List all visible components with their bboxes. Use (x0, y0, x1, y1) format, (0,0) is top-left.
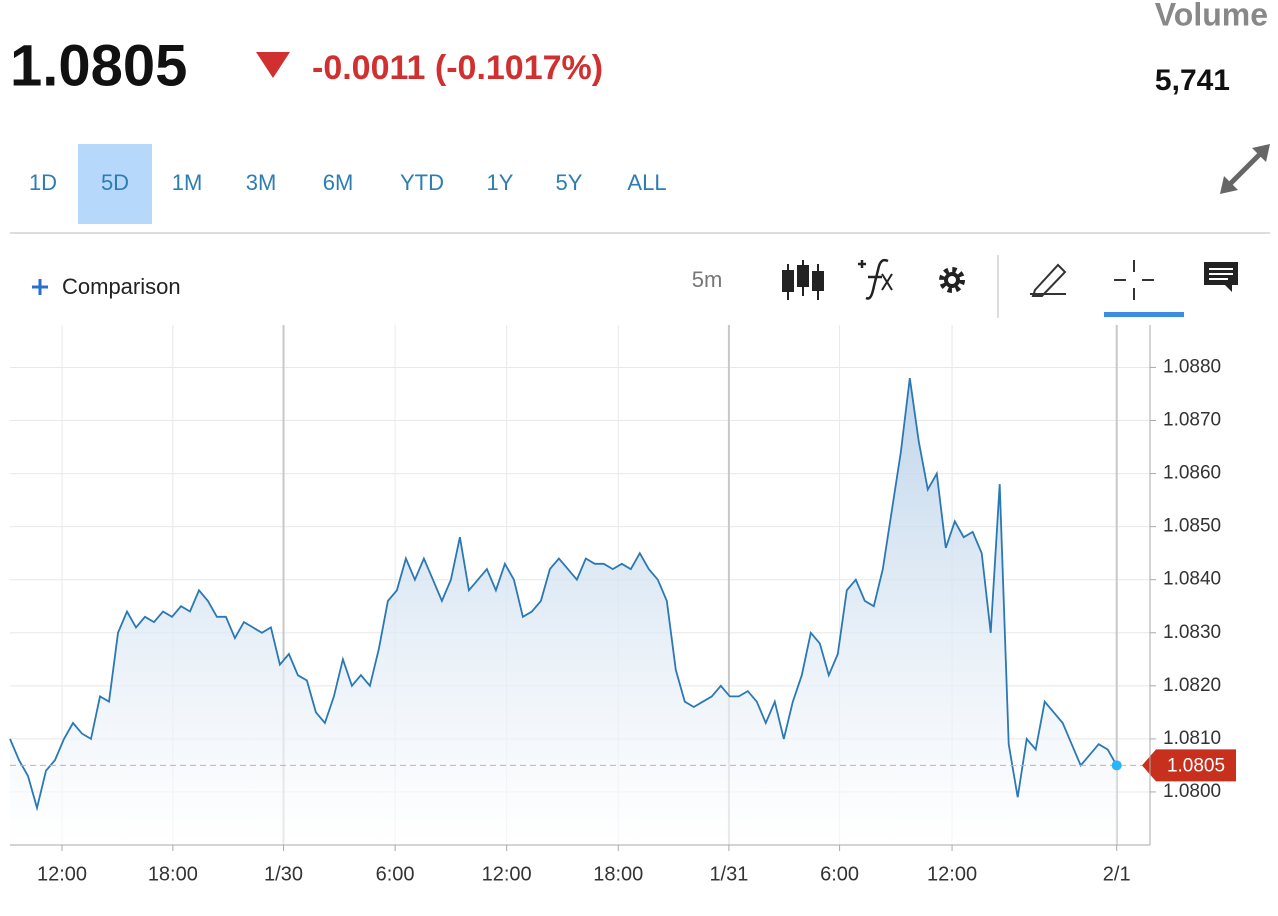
x-tick-label: 2/1 (1103, 863, 1131, 885)
area (10, 378, 1117, 845)
y-tick-label: 1.0850 (1163, 516, 1221, 537)
settings-icon[interactable] (939, 267, 965, 293)
x-tick-label: 12:00 (482, 863, 532, 885)
x-tick-label: 6:00 (376, 863, 415, 885)
y-tick-label: 1.0840 (1163, 569, 1221, 590)
y-tick-label: 1.0830 (1163, 622, 1221, 643)
y-tick-label: 1.0860 (1163, 463, 1221, 484)
range-tabs: 1D 5D 1M 3M 6M YTD 1Y 5Y ALL (29, 144, 667, 224)
x-tick-label: 18:00 (148, 863, 198, 885)
comparison-label: Comparison (62, 274, 181, 299)
range-tab[interactable]: ALL (627, 170, 666, 195)
range-tab[interactable]: 5Y (556, 170, 583, 195)
draw-icon[interactable] (1030, 263, 1067, 297)
range-tab[interactable]: 1Y (487, 170, 514, 195)
down-arrow (256, 52, 290, 78)
y-tick-label: 1.0820 (1163, 675, 1221, 696)
x-tick-label: 1/30 (264, 863, 303, 885)
range-tab[interactable]: YTD (400, 170, 444, 195)
range-tab[interactable]: 1M (172, 170, 203, 195)
volume-label: Volume (1155, 0, 1268, 32)
chart-type-icon[interactable] (782, 260, 824, 300)
expand-icon[interactable] (1220, 144, 1270, 194)
price: 1.0805 (10, 33, 187, 98)
range-tab[interactable]: 6M (323, 170, 354, 195)
price-change: -0.0011 (-0.1017%) (312, 49, 603, 87)
plot-area: 1.0805 1.0800 1.0810 1.0820 1.0830 1.0840 1.08… (9, 325, 1236, 885)
interval[interactable]: 5m (692, 267, 723, 292)
comment-icon[interactable] (1204, 262, 1238, 292)
volume: 5,741 (1155, 64, 1230, 97)
crosshair-icon[interactable] (1104, 260, 1184, 317)
selected-tab (78, 144, 152, 224)
x-tick-label: 18:00 (593, 863, 643, 885)
x-tick-label: 6:00 (820, 863, 859, 885)
last-price-label: 1.0805 (1167, 755, 1225, 776)
y-tick-label: 1.0880 (1163, 356, 1221, 377)
x-tick-label: 1/31 (709, 863, 748, 885)
comparison-button[interactable]: Comparison (32, 274, 181, 299)
studies-icon[interactable] (858, 258, 893, 300)
y-tick-label: 1.0800 (1163, 781, 1221, 802)
x-tick-label: 12:00 (927, 863, 977, 885)
y-tick-label: 1.0810 (1163, 728, 1221, 749)
y-tick-label: 1.0870 (1163, 410, 1221, 431)
range-tab[interactable]: 3M (246, 170, 277, 195)
x-tick-label: 12:00 (37, 863, 87, 885)
last-point (1111, 760, 1122, 771)
range-tab[interactable]: 5D (101, 170, 129, 195)
last-price-tag (1142, 749, 1236, 782)
price-line (9, 377, 1118, 812)
range-tab[interactable]: 1D (29, 170, 57, 195)
